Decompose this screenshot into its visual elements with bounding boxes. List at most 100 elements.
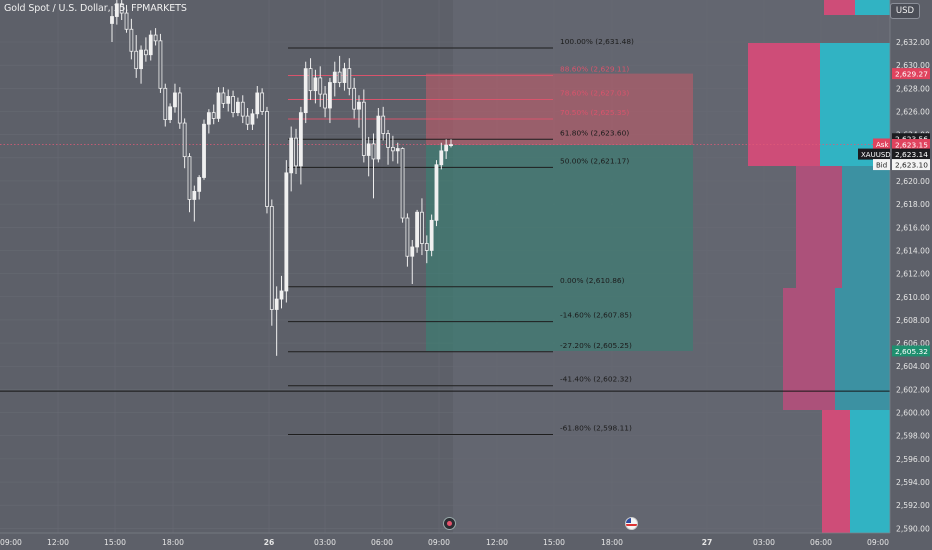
candle-body bbox=[381, 115, 386, 134]
candle bbox=[250, 109, 255, 131]
candle bbox=[371, 133, 376, 199]
candle bbox=[318, 66, 323, 107]
fib-label: -41.40% (2,602.32) bbox=[560, 375, 632, 384]
candle bbox=[216, 87, 221, 122]
fib-label: 0.00% (2,610.86) bbox=[560, 276, 625, 285]
price-tick-label: 2,592.00 bbox=[896, 501, 930, 510]
ask-tag: Ask bbox=[876, 141, 889, 149]
candle bbox=[381, 106, 386, 141]
candle-body bbox=[250, 113, 255, 125]
candle-body bbox=[434, 164, 439, 221]
price-tick-label: 2,632.00 bbox=[896, 38, 930, 47]
volume-profile-bar bbox=[842, 166, 890, 288]
candle-body bbox=[439, 150, 444, 166]
price-tick-label: 2,626.00 bbox=[896, 107, 930, 116]
candle bbox=[187, 153, 192, 213]
price-axis: 2,632.002,630.002,628.002,626.002,624.00… bbox=[889, 0, 932, 550]
time-tick-label: 09:00 bbox=[0, 538, 22, 547]
candle-body bbox=[313, 77, 318, 92]
candle bbox=[332, 61, 337, 97]
time-tick-label: 18:00 bbox=[601, 538, 623, 547]
candle bbox=[134, 35, 139, 78]
price-tick-label: 2,628.00 bbox=[896, 84, 930, 93]
high-price-label-bg bbox=[892, 133, 930, 145]
fib-label: 70.50% (2,625.35) bbox=[560, 108, 629, 117]
candle bbox=[294, 128, 298, 175]
candle-body bbox=[143, 49, 148, 56]
candle-body bbox=[240, 101, 245, 117]
candle bbox=[390, 135, 395, 162]
price-tick-label: 2,614.00 bbox=[896, 246, 930, 255]
time-axis-bg bbox=[0, 533, 932, 550]
candle-body bbox=[119, 3, 124, 14]
currency-button[interactable]: USD bbox=[890, 3, 920, 19]
candle bbox=[129, 18, 134, 60]
fib-label: -14.60% (2,607.85) bbox=[560, 311, 632, 320]
candle-body bbox=[342, 68, 347, 83]
candle-body bbox=[352, 87, 357, 110]
take-profit-zone bbox=[426, 145, 693, 351]
price-tick-label: 2,630.00 bbox=[896, 61, 930, 70]
candle-body bbox=[400, 148, 405, 219]
volume-profile-bar bbox=[835, 288, 890, 410]
candle-body bbox=[337, 71, 342, 83]
price-tick-label: 2,602.00 bbox=[896, 385, 930, 394]
time-tick-label: 06:00 bbox=[810, 538, 832, 547]
candle bbox=[114, 0, 119, 25]
candle bbox=[173, 83, 177, 113]
candle bbox=[197, 175, 202, 200]
us-flag-icon[interactable] bbox=[625, 517, 638, 530]
event-flag-icon[interactable] bbox=[443, 517, 456, 530]
candle-body bbox=[168, 106, 173, 120]
stop-loss-zone bbox=[426, 73, 693, 146]
time-tick-label: 26 bbox=[264, 538, 275, 547]
candle-body bbox=[429, 219, 434, 251]
time-tick-label: 06:00 bbox=[371, 538, 393, 547]
candle-body bbox=[173, 92, 177, 108]
symbol-title: Gold Spot / U.S. Dollar, 15, FPMARKETS bbox=[4, 3, 187, 14]
candle bbox=[323, 86, 327, 118]
candle bbox=[269, 199, 274, 326]
candle-body bbox=[386, 133, 390, 148]
candle bbox=[337, 55, 342, 88]
target-price-label-bg bbox=[892, 345, 930, 357]
candle bbox=[405, 213, 410, 267]
price-tick-label: 2,610.00 bbox=[896, 293, 930, 302]
candle-body bbox=[197, 177, 202, 192]
candle-body bbox=[153, 34, 158, 42]
candle bbox=[274, 286, 279, 356]
candle bbox=[260, 88, 265, 115]
candle-body bbox=[265, 111, 269, 207]
candle-body bbox=[187, 156, 192, 200]
price-tick-label: 2,600.00 bbox=[896, 409, 930, 418]
candle bbox=[361, 89, 366, 163]
candle-body bbox=[255, 92, 260, 115]
candle-body bbox=[114, 3, 119, 17]
candle bbox=[148, 30, 153, 61]
volume-profile-bar bbox=[748, 43, 820, 166]
price-tick-label: 2,608.00 bbox=[896, 316, 930, 325]
candle-body bbox=[303, 68, 308, 114]
candle-body bbox=[328, 82, 332, 109]
price-axis-bg bbox=[890, 0, 932, 550]
candle bbox=[202, 119, 206, 180]
candle bbox=[168, 103, 173, 124]
volume-profile-bar bbox=[850, 410, 890, 533]
candle-body bbox=[279, 290, 284, 300]
candle-body bbox=[415, 211, 420, 248]
candle-body bbox=[236, 101, 240, 114]
candle-body bbox=[163, 87, 168, 120]
candle bbox=[434, 160, 439, 227]
candle bbox=[236, 97, 240, 117]
candle-body bbox=[274, 298, 279, 310]
candle-body bbox=[260, 92, 265, 112]
candle bbox=[308, 58, 313, 100]
candle bbox=[240, 95, 245, 124]
candle bbox=[211, 104, 216, 125]
candle-body bbox=[129, 28, 134, 52]
price-tick-label: 2,604.00 bbox=[896, 362, 930, 371]
candle bbox=[357, 95, 361, 128]
candle bbox=[158, 33, 163, 93]
